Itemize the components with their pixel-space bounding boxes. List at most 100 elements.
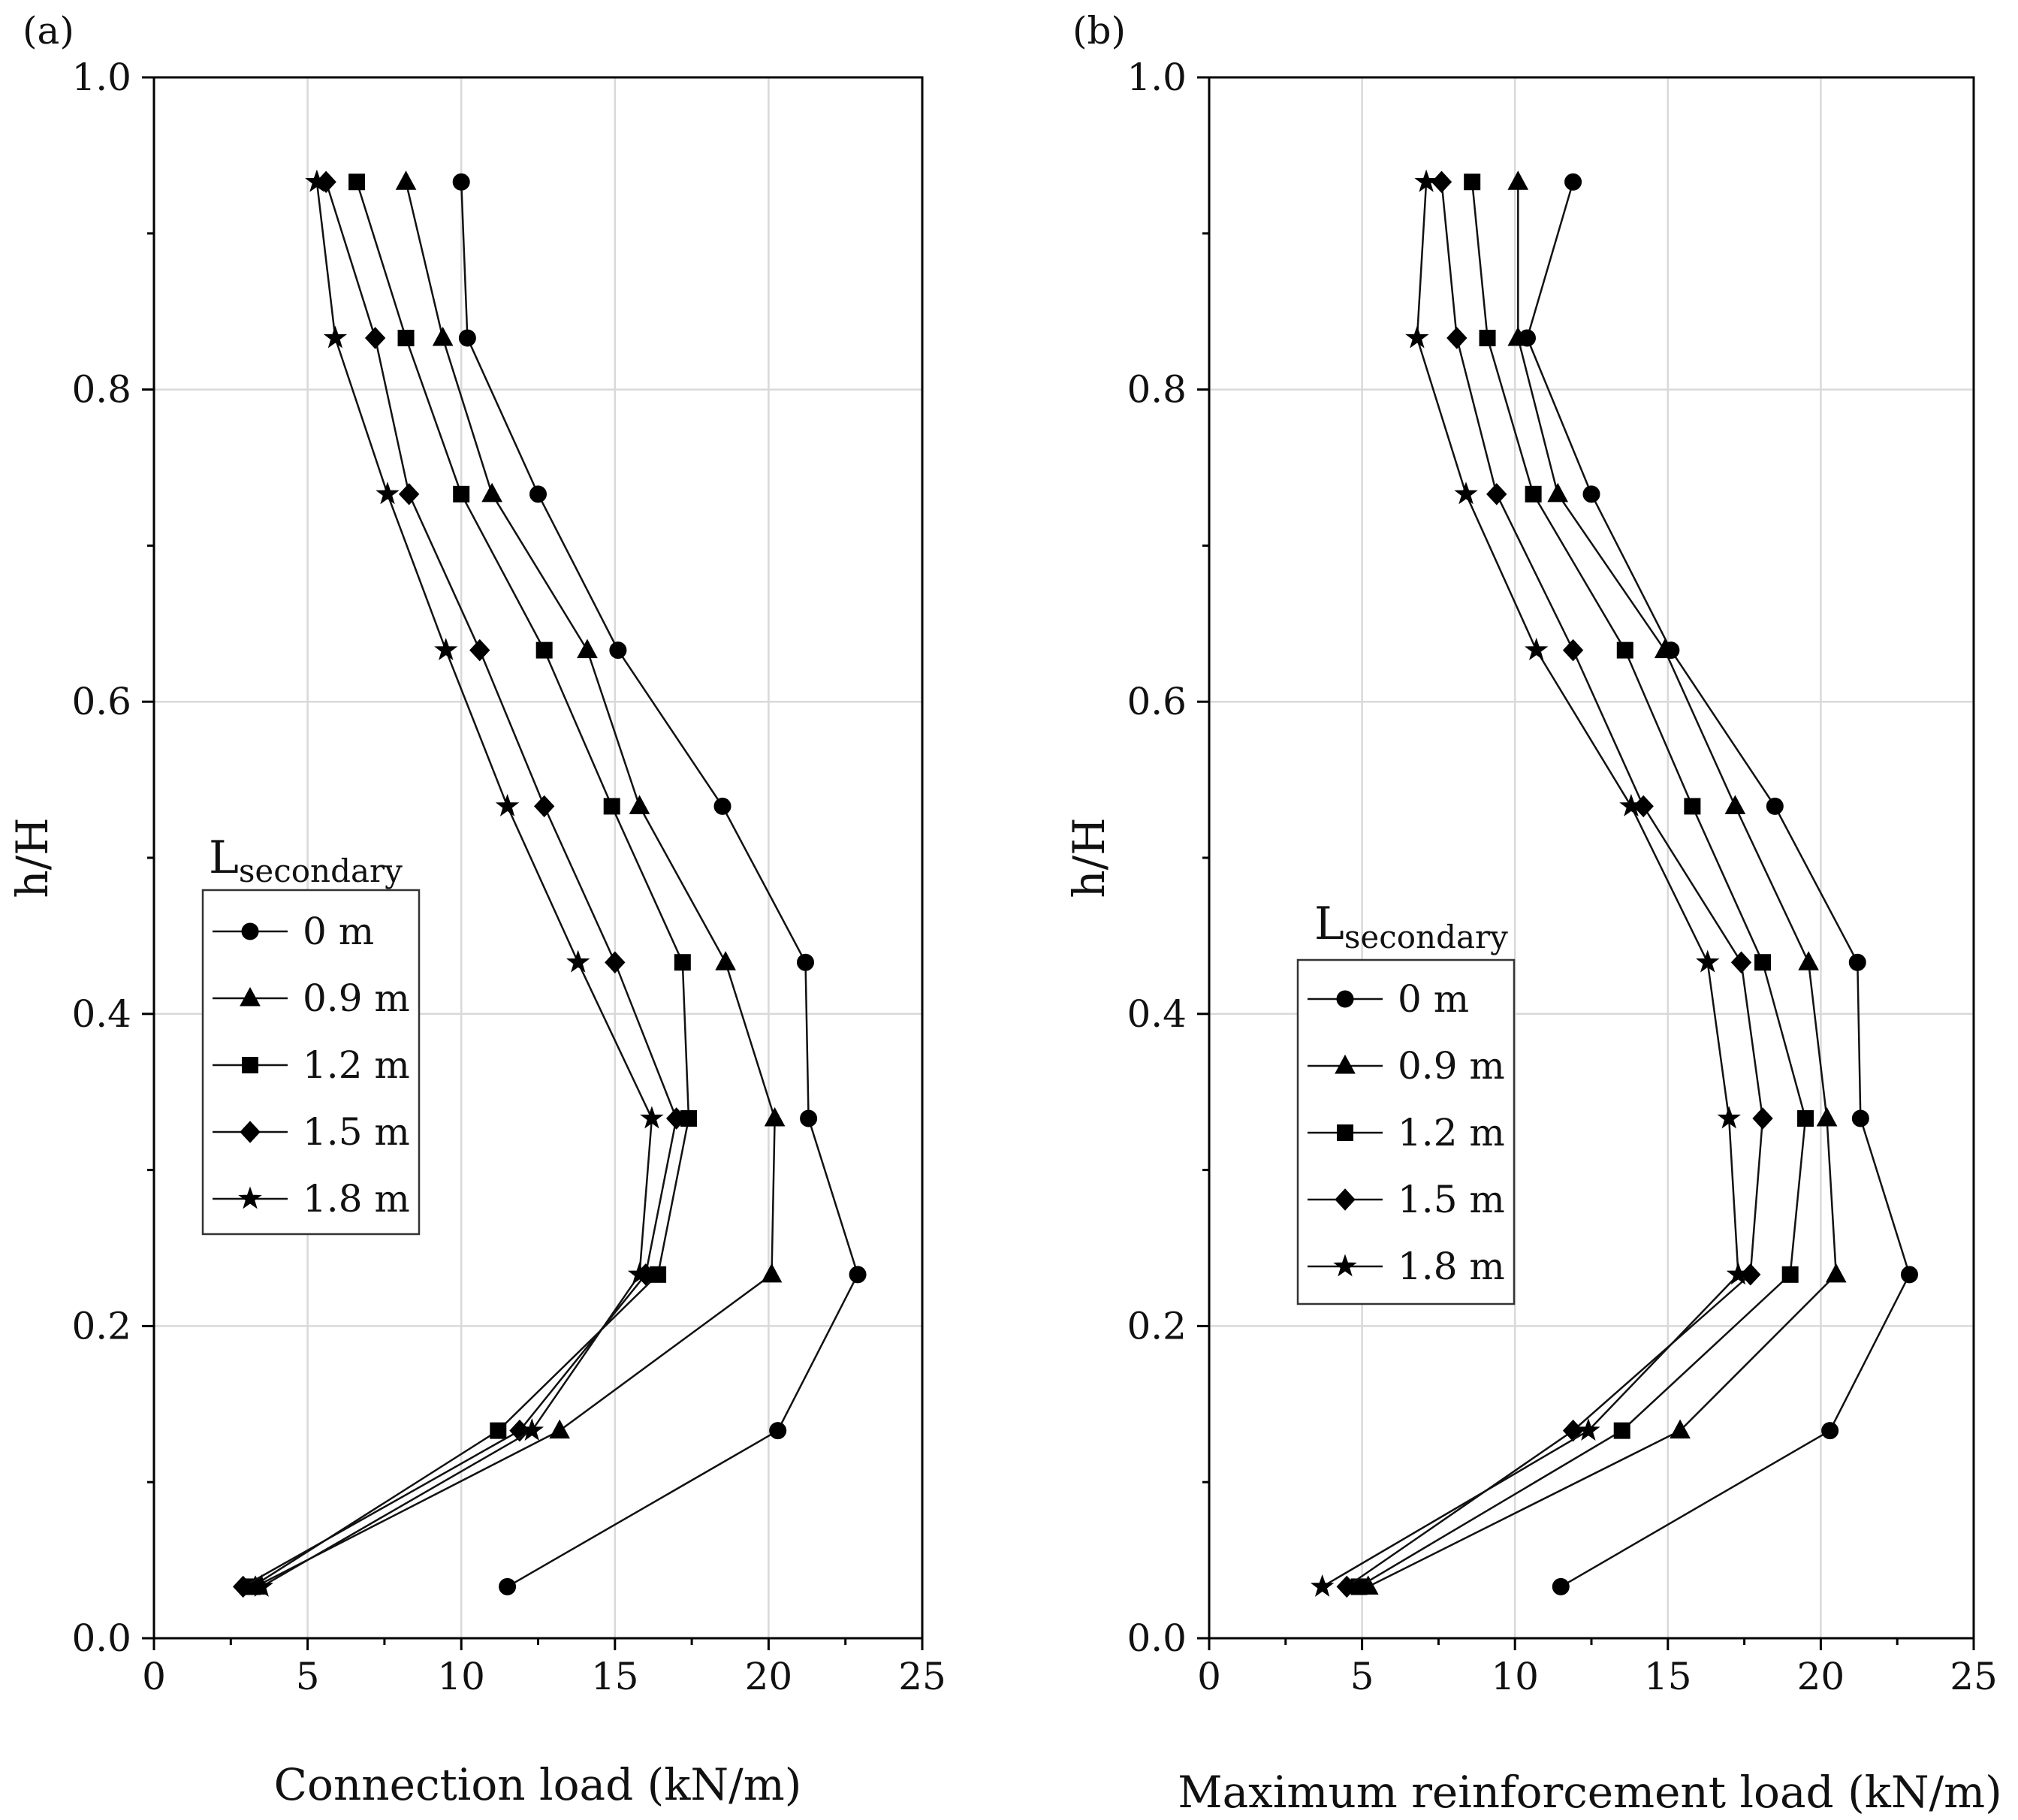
data-point-1-5m	[1562, 638, 1584, 662]
data-point-1-8m	[1696, 949, 1720, 973]
series-line-1-5m	[1346, 182, 1764, 1588]
data-point-1-8m	[376, 481, 400, 505]
legend-symbol	[1335, 1188, 1356, 1211]
panel-a-legend-title: Lsecondary	[209, 832, 403, 889]
legend-symbol	[241, 922, 259, 940]
panel-b-legend-entries: 0 m 0.9 m 1.2 m 1.5	[1308, 977, 1505, 1288]
data-point-1-5m	[1752, 1107, 1773, 1130]
legend-entry-1.2m: 1.2 m	[1308, 1111, 1505, 1154]
data-point-0-9m	[549, 1419, 570, 1439]
x-tick-label: 25	[1950, 1655, 1998, 1698]
data-point-1-8m	[495, 793, 520, 816]
data-point-0m	[1821, 1422, 1839, 1440]
legend-symbol	[1333, 1254, 1357, 1277]
x-tick-label: 25	[898, 1655, 946, 1698]
y-tick-label: 0.4	[1127, 992, 1187, 1036]
legend-label: 0.9 m	[303, 976, 410, 1020]
legend-marker-circle	[241, 922, 259, 940]
data-point-1-2m	[1479, 330, 1496, 347]
data-point-1-8m	[1414, 169, 1438, 192]
data-point-0-9m	[1825, 1263, 1847, 1283]
data-point-0m	[499, 1577, 517, 1595]
data-point-1-8m	[640, 1106, 664, 1129]
y-tick-label: 0.0	[71, 1616, 131, 1660]
data-point-1-8m	[1717, 1106, 1741, 1129]
y-tick-label: 0.8	[71, 368, 131, 412]
legend-label: 1.8 m	[1398, 1245, 1505, 1288]
data-point-1-8m	[1576, 1418, 1600, 1441]
data-point-0-9m	[1798, 951, 1819, 970]
data-point-1-8m	[1619, 793, 1643, 816]
x-tick-label: 15	[1644, 1655, 1692, 1698]
legend-title-main: L	[209, 832, 239, 884]
panel-a-y-axis-title: h/H	[7, 817, 58, 898]
panel-b-plot-frame	[1208, 76, 1975, 1640]
y-tick-label: 0.6	[71, 680, 131, 723]
panel-b-series	[1310, 169, 1918, 1598]
data-point-0-9m	[715, 951, 736, 970]
legend-entry-1.8m: 1.8 m	[1308, 1245, 1505, 1288]
panel-a-x-axis-title: Connection load (kN/m)	[274, 1759, 802, 1810]
panel-a-legend-entries: 0 m 0.9 m 1.2 m 1.5	[213, 910, 410, 1221]
legend-entry-0.9m: 0.9 m	[213, 976, 410, 1020]
x-tick-label: 0	[142, 1655, 166, 1698]
y-tick-label: 0.2	[71, 1304, 131, 1348]
legend-entry-0m: 0 m	[213, 910, 374, 953]
legend-entry-1.2m: 1.2 m	[213, 1043, 410, 1087]
series-line-1-8m	[1322, 182, 1739, 1588]
legend-symbol	[1336, 990, 1354, 1008]
data-point-1-8m	[520, 1418, 544, 1441]
data-point-1-5m	[534, 795, 555, 818]
data-point-0-9m	[1507, 326, 1529, 346]
legend-label: 0 m	[1398, 977, 1469, 1021]
data-point-1-2m	[603, 798, 620, 815]
legend-symbol	[238, 1186, 262, 1209]
data-point-1-5m	[1446, 327, 1467, 349]
series-line-1-2m	[252, 181, 690, 1588]
y-tick-label: 0.4	[71, 992, 131, 1036]
legend-label: 1.2 m	[303, 1043, 410, 1087]
legend-title-sub: secondary	[1344, 919, 1508, 955]
legend-entry-0.9m: 0.9 m	[1308, 1044, 1505, 1088]
x-tick-label: 20	[1797, 1655, 1845, 1698]
y-tick-label: 1.0	[71, 56, 131, 99]
legend-marker-triangle	[1335, 1054, 1356, 1074]
series-line-0m	[1526, 181, 1911, 1588]
data-point-1-5m	[1336, 1575, 1357, 1598]
panel-a-legend: Lsecondary 0 m 0.9 m	[201, 832, 421, 1236]
data-point-1-8m	[1524, 638, 1549, 661]
data-point-0m	[797, 953, 815, 971]
y-tick-label: 0.8	[1127, 368, 1187, 412]
x-tick-label: 10	[1491, 1655, 1539, 1698]
data-point-1-2m	[1684, 798, 1701, 815]
legend-entry-1.8m: 1.8 m	[213, 1177, 410, 1221]
series-line-0-9m	[1368, 182, 1838, 1588]
panel-b-legend: Lsecondary 0 m 0.9 m	[1296, 898, 1516, 1305]
data-point-0-9m	[1507, 171, 1529, 190]
panel-b-tick-labels: 0 5 10 15 20 25 0.0 0.2 0.4 0.6 0.8 1.0	[1127, 56, 1997, 1698]
x-tick-label: 5	[1350, 1655, 1374, 1698]
data-point-1-2m	[1797, 1110, 1814, 1127]
panel-a-tick-labels: 0 5 10 15 20 25 0.0 0.2 0.4 0.6 0.8 1.0	[71, 56, 946, 1698]
data-point-1-5m	[1730, 951, 1752, 973]
data-point-1-8m	[627, 1262, 652, 1285]
data-point-0m	[1851, 1109, 1869, 1127]
x-tick-label: 15	[591, 1655, 639, 1698]
x-tick-label: 5	[296, 1655, 320, 1698]
panel-b-ticks	[1197, 76, 1975, 1650]
data-point-1-2m	[1781, 1266, 1799, 1283]
y-tick-label: 1.0	[1127, 56, 1187, 99]
legend-label: 1.2 m	[1398, 1111, 1505, 1154]
data-point-0-9m	[1816, 1106, 1838, 1127]
panel-b-label: (b)	[1072, 9, 1126, 53]
data-point-1-8m	[1310, 1574, 1335, 1597]
panel-a: (a) 0 5 10 15 20 25 0.0 0.2 0.4 0.6 0.8 1.0 Connect…	[7, 9, 946, 1810]
data-point-0-9m	[577, 638, 598, 659]
data-point-1-2m	[490, 1422, 507, 1439]
x-tick-label: 0	[1197, 1655, 1221, 1698]
data-point-0m	[800, 1109, 818, 1127]
data-point-1-2m	[674, 954, 691, 971]
data-point-1-5m	[1486, 483, 1507, 506]
